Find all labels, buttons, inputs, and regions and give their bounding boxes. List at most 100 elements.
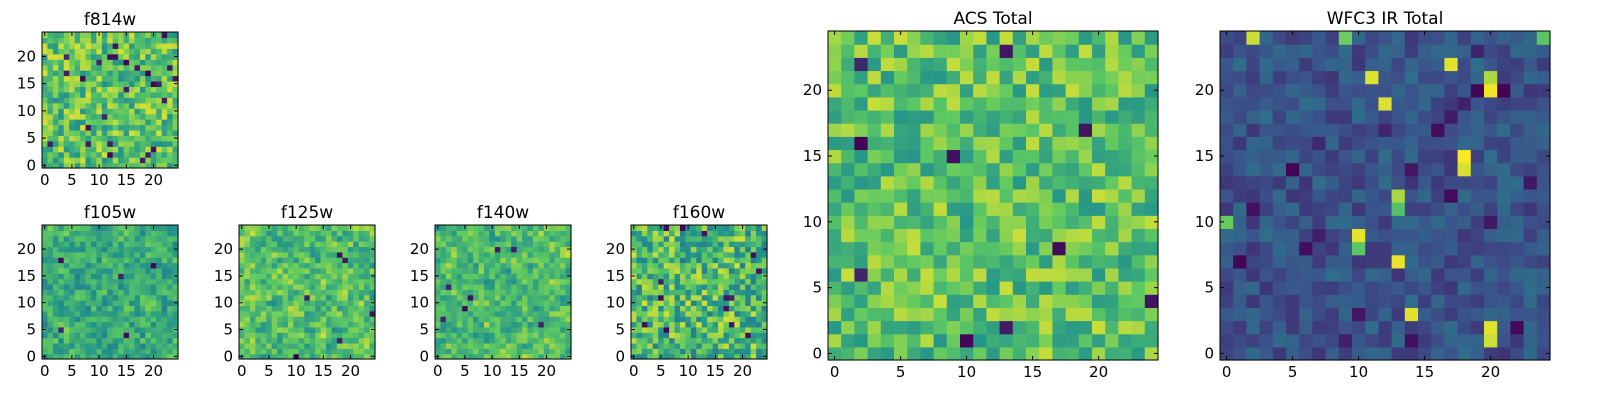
heatmap-cell — [663, 283, 670, 290]
heatmap-cell — [1431, 202, 1445, 216]
heatmap-cell — [473, 332, 480, 339]
heatmap-cell — [342, 235, 349, 242]
heatmap-cell — [347, 251, 354, 258]
heatmap-cell — [920, 228, 935, 243]
heatmap-cell — [96, 42, 103, 49]
heatmap-cell — [255, 225, 262, 231]
heatmap-cell — [1404, 215, 1419, 229]
heatmap-cell — [669, 235, 676, 242]
heatmap-cell — [172, 64, 179, 71]
heatmap-cell — [304, 332, 311, 339]
heatmap-cell — [1457, 57, 1472, 72]
heatmap-cell — [47, 162, 54, 169]
heatmap-cell — [309, 342, 316, 349]
heatmap-cell — [462, 235, 469, 242]
heatmap-cell — [538, 273, 545, 280]
heatmap-cell — [298, 294, 305, 301]
heatmap-cell — [761, 342, 768, 349]
heatmap-cell — [483, 235, 490, 242]
heatmap-cell — [145, 97, 152, 104]
heatmap-cell — [440, 300, 447, 306]
heatmap-cell — [445, 262, 452, 269]
heatmap-cell — [483, 283, 490, 290]
heatmap-cell — [636, 326, 643, 333]
heatmap-cell — [658, 262, 665, 269]
x-tick-label: 5 — [67, 171, 77, 189]
y-tick-label: 10 — [606, 294, 625, 312]
heatmap-cell — [129, 70, 136, 77]
heatmap-cell — [172, 119, 179, 126]
heatmap-cell — [304, 235, 311, 242]
heatmap-cell — [1365, 188, 1379, 203]
heatmap-cell — [282, 267, 289, 274]
heatmap-cell — [854, 215, 869, 229]
heatmap-cell — [880, 175, 895, 190]
heatmap-cell — [933, 333, 948, 348]
heatmap-cell — [696, 305, 703, 312]
heatmap-cell — [707, 273, 714, 280]
heatmap-cell — [1457, 241, 1472, 256]
heatmap-cell — [674, 225, 681, 231]
heatmap-cell — [304, 337, 311, 344]
heatmap-cell — [1510, 162, 1525, 177]
heatmap-cell — [532, 294, 539, 301]
heatmap-cell — [358, 283, 365, 290]
heatmap-cell — [1052, 31, 1067, 45]
heatmap-cell — [1220, 267, 1234, 282]
heatmap-cell — [282, 316, 289, 323]
heatmap-cell — [647, 310, 654, 317]
heatmap-cell — [167, 235, 174, 242]
heatmap-cell — [1325, 31, 1340, 45]
heatmap-cell — [47, 332, 54, 339]
heatmap-cell — [1220, 241, 1234, 256]
heatmap-cell — [58, 348, 65, 355]
heatmap-cell — [440, 283, 447, 290]
heatmap-cell — [74, 53, 81, 60]
heatmap-cell — [527, 300, 534, 306]
heatmap-cell — [1365, 109, 1379, 124]
heatmap-cell — [489, 300, 496, 306]
heatmap-cell — [894, 281, 908, 295]
heatmap-cell — [47, 300, 54, 306]
heatmap-cell — [255, 294, 262, 301]
heatmap-cell — [1246, 228, 1261, 243]
heatmap-cell — [1391, 267, 1406, 282]
heatmap-cell — [701, 353, 708, 360]
heatmap-cell — [63, 342, 70, 349]
heatmap-cell — [239, 289, 246, 296]
heatmap-cell — [145, 321, 152, 328]
heatmap-cell — [1272, 83, 1287, 98]
heatmap-cell — [701, 310, 708, 317]
heatmap-cell — [134, 70, 141, 77]
y-tick-label: 5 — [812, 279, 822, 297]
heatmap-cell — [1272, 162, 1287, 177]
heatmap-cell — [304, 310, 311, 317]
heatmap-cell — [1246, 241, 1261, 256]
heatmap-cell — [309, 278, 316, 285]
heatmap-cell — [85, 80, 92, 87]
heatmap-cell — [527, 251, 534, 258]
heatmap-cell — [435, 278, 442, 285]
heatmap-cell — [1444, 149, 1459, 164]
heatmap-cell — [1078, 228, 1093, 243]
heatmap-cell — [287, 294, 294, 301]
heatmap-cell — [58, 267, 65, 274]
heatmap-cell — [260, 332, 267, 339]
heatmap-cell — [960, 70, 974, 85]
heatmap-cell — [90, 129, 97, 136]
heatmap-cell — [1259, 123, 1274, 137]
heatmap-cell — [129, 32, 136, 39]
heatmap-cell — [505, 246, 512, 253]
heatmap-cell — [260, 273, 267, 280]
heatmap-cell — [287, 257, 294, 264]
heatmap-cell — [69, 273, 76, 280]
heatmap-cell — [1286, 254, 1300, 269]
heatmap-cell — [74, 119, 81, 126]
heatmap-cell — [440, 332, 447, 339]
heatmap-cell — [451, 289, 458, 296]
heatmap-cell — [473, 278, 480, 285]
heatmap-cell — [96, 273, 103, 280]
heatmap-cell — [107, 119, 114, 126]
heatmap-cell — [63, 300, 70, 306]
heatmap-cell — [761, 251, 768, 258]
